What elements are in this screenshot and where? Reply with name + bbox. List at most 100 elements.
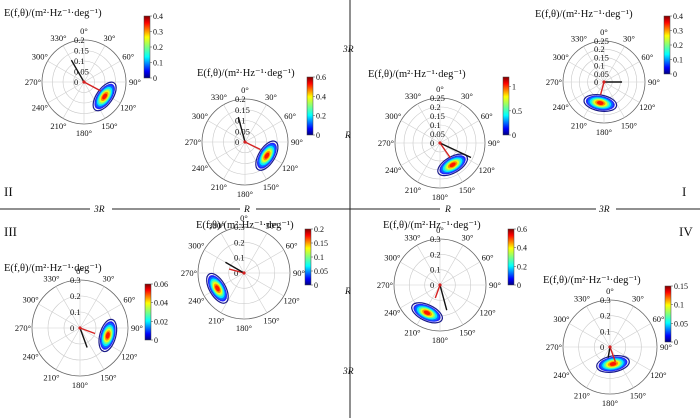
colorbar-tick-label: 0.4 bbox=[673, 12, 683, 21]
angle-label: 300° bbox=[385, 111, 401, 121]
wind-direction-vector bbox=[237, 116, 246, 143]
plot-title: E(f,θ)/(m²·Hz⁻¹·deg⁻¹) bbox=[196, 220, 294, 231]
radial-tick-label: 0.05 bbox=[74, 67, 89, 77]
radial-tick-label: 0.2 bbox=[70, 291, 81, 301]
angle-label: 210° bbox=[571, 120, 587, 130]
polar-spoke bbox=[243, 272, 284, 297]
angle-label: 300° bbox=[553, 314, 569, 324]
quadrant-label-I: I bbox=[682, 184, 686, 199]
angle-label: 120° bbox=[479, 165, 495, 175]
radial-tick-label: 0 bbox=[235, 137, 239, 147]
contour-level bbox=[609, 362, 617, 366]
angle-label: 30° bbox=[103, 274, 115, 284]
angle-label: 300° bbox=[192, 111, 208, 121]
angle-label: 0° bbox=[80, 26, 88, 36]
colorbar-tick-label: 0.05 bbox=[314, 267, 328, 276]
radial-tick-label: 0.3 bbox=[234, 222, 245, 232]
angle-label: 210° bbox=[574, 390, 590, 400]
contour-level bbox=[264, 152, 270, 159]
polar-spoke bbox=[243, 272, 268, 313]
polar-spoke bbox=[603, 81, 625, 118]
angle-label: 150° bbox=[263, 182, 279, 192]
angle-label: 270° bbox=[15, 323, 31, 333]
wind-direction-vector bbox=[439, 142, 472, 159]
colorbar-tick-label: 0.2 bbox=[517, 262, 527, 271]
mean-direction-vector bbox=[599, 81, 605, 95]
origin-marker bbox=[242, 271, 246, 275]
colorbar bbox=[502, 76, 510, 136]
polar-spoke bbox=[207, 141, 246, 164]
angle-label: 30° bbox=[461, 91, 473, 101]
radial-tick-label: 0.1 bbox=[235, 116, 246, 126]
spectrum-contours bbox=[255, 140, 279, 171]
colorbar-tick-label: 0.2 bbox=[153, 43, 163, 52]
colorbar-tick-label: 0 bbox=[154, 336, 158, 345]
radial-tick-label: 0.1 bbox=[594, 61, 605, 71]
angle-label: 180° bbox=[432, 335, 448, 345]
radial-tick-label: 0 bbox=[234, 268, 238, 278]
polar-spoke bbox=[400, 261, 441, 286]
colorbar-tick-label: 0 bbox=[517, 281, 521, 290]
colorbar-tick-label: 0.4 bbox=[316, 92, 326, 101]
plot-title: E(f,θ)/(m²·Hz⁻¹·deg⁻¹) bbox=[535, 9, 633, 20]
angle-label: 0° bbox=[600, 27, 608, 37]
polar-plot-2: E(f,θ)/(m²·Hz⁻¹·deg⁻¹) 0° 30° 60° 90° 120°150… bbox=[185, 68, 326, 199]
radial-tick-label: 0 bbox=[594, 77, 598, 87]
radial-tick-label: 0.1 bbox=[430, 265, 441, 275]
angle-label: 300° bbox=[553, 52, 569, 62]
polar-spoke bbox=[583, 46, 605, 83]
angle-label: 30° bbox=[462, 232, 474, 242]
radial-tick-label: 0.2 bbox=[594, 44, 605, 54]
angle-label: 180° bbox=[76, 128, 92, 138]
plot-title: E(f,θ)/(m²·Hz⁻¹·deg⁻¹) bbox=[197, 68, 295, 79]
polar-spoke bbox=[586, 306, 611, 348]
radial-tick-label: 0.15 bbox=[594, 52, 609, 62]
origin-marker bbox=[78, 326, 82, 330]
radial-tick-label: 0.15 bbox=[235, 105, 250, 115]
colorbar-tick-label: 0.04 bbox=[154, 299, 168, 308]
angle-label: 240° bbox=[384, 308, 400, 318]
angle-label: 60° bbox=[641, 52, 653, 62]
angle-label: 240° bbox=[188, 296, 204, 306]
angle-label: 300° bbox=[32, 52, 48, 62]
radial-tick-label: 0.2 bbox=[600, 311, 611, 321]
mean-direction-vector bbox=[609, 346, 617, 362]
polar-plot-7: E(f,θ)/(m²·Hz⁻¹·deg⁻¹)0° 30° 60° 90° 120° 150… bbox=[377, 220, 527, 345]
plot-title: E(f,θ)/(m²·Hz⁻¹·deg⁻¹) bbox=[543, 275, 641, 286]
polar-plots: E(f,θ)/(m²·Hz⁻¹·deg⁻¹) 0° 30° 60° 90° 120° 150… bbox=[4, 8, 688, 408]
radial-tick-label: 0.2 bbox=[74, 35, 85, 45]
polar-spoke bbox=[243, 233, 268, 274]
colorbar-tick-label: 0.1 bbox=[314, 253, 324, 262]
spectrum-contours bbox=[92, 81, 117, 112]
radial-tick-label: 0 bbox=[600, 342, 604, 352]
polar-spoke bbox=[38, 303, 81, 329]
polar-spoke bbox=[55, 286, 81, 329]
polar-spoke bbox=[609, 346, 651, 371]
polar-spoke bbox=[55, 327, 81, 370]
radial-tick-label: 0.3 bbox=[430, 234, 441, 244]
polar-spoke bbox=[439, 103, 463, 144]
radial-tick-label: 0 bbox=[430, 280, 434, 290]
angle-label: 300° bbox=[23, 295, 39, 305]
angle-label: 330° bbox=[404, 232, 420, 242]
angle-label: 210° bbox=[211, 182, 227, 192]
angle-label: 90° bbox=[131, 323, 143, 333]
colorbar bbox=[664, 285, 672, 343]
colorbar-tick-label: 0 bbox=[674, 338, 678, 347]
radial-tick-label: 0 bbox=[70, 323, 74, 333]
colorbar-tick-label: 0 bbox=[512, 131, 516, 140]
polar-spoke bbox=[83, 45, 106, 83]
angle-label: 300° bbox=[188, 241, 204, 251]
angle-label: 60° bbox=[286, 241, 298, 251]
colorbar-tick-label: 0.4 bbox=[517, 244, 527, 253]
polar-spoke bbox=[603, 46, 625, 83]
polar-spoke bbox=[569, 346, 611, 371]
distance-label-left-R: R bbox=[243, 205, 250, 215]
angle-label: 270° bbox=[546, 77, 562, 87]
colorbar-tick-label: 0.15 bbox=[314, 239, 328, 248]
angle-label: 90° bbox=[291, 137, 303, 147]
angle-label: 90° bbox=[488, 138, 500, 148]
angle-label: 30° bbox=[104, 33, 116, 43]
polar-spoke bbox=[603, 81, 640, 103]
